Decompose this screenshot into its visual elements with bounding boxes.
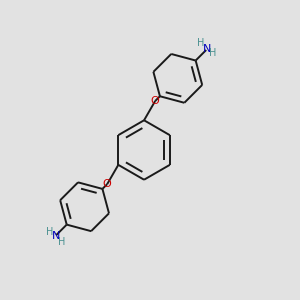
Text: O: O (103, 179, 112, 189)
Text: H: H (197, 38, 205, 49)
Text: H: H (46, 227, 53, 237)
Text: O: O (151, 96, 160, 106)
Text: H: H (58, 237, 65, 247)
Text: N: N (202, 44, 211, 54)
Text: H: H (209, 48, 216, 58)
Text: N: N (51, 231, 60, 241)
